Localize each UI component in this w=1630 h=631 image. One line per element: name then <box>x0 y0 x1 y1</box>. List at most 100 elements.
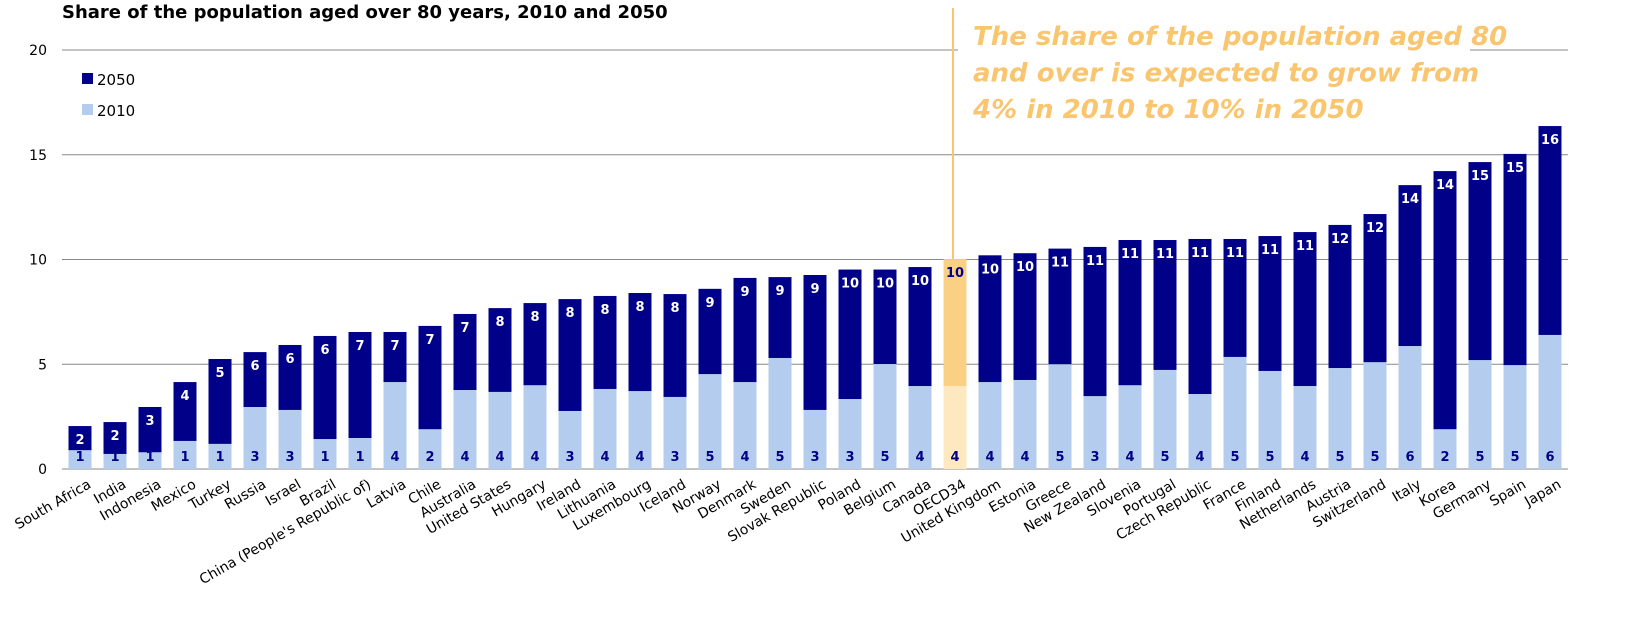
data-label: 6 <box>1545 450 1554 465</box>
bar <box>208 443 232 469</box>
bar <box>68 450 92 469</box>
chart-title: Share of the population aged over 80 yea… <box>62 2 668 23</box>
bar <box>698 374 722 469</box>
data-label: 3 <box>145 414 154 429</box>
data-label: 12 <box>1331 232 1349 247</box>
bar <box>1293 386 1317 469</box>
x-tick-label: Spain <box>1487 477 1529 510</box>
data-label: 1 <box>75 450 84 465</box>
bar <box>1363 362 1387 469</box>
data-label: 2 <box>1440 450 1449 465</box>
data-label: 3 <box>670 450 679 465</box>
bar <box>1538 334 1562 469</box>
data-label: 6 <box>320 343 329 358</box>
bar <box>523 385 547 469</box>
x-tick-label: South Africa <box>12 477 94 533</box>
x-tick-label: Latvia <box>364 477 409 512</box>
data-label: 1 <box>215 450 224 465</box>
data-label: 4 <box>390 450 399 465</box>
bar <box>453 390 477 469</box>
data-label: 15 <box>1506 161 1524 176</box>
bar <box>1153 369 1177 469</box>
data-label: 11 <box>1121 247 1139 262</box>
bar <box>488 391 512 469</box>
data-label: 10 <box>1016 260 1034 275</box>
data-label: 4 <box>460 450 469 465</box>
data-label: 8 <box>530 310 539 325</box>
data-label: 5 <box>1475 450 1484 465</box>
data-label: 10 <box>981 262 999 277</box>
bar <box>1328 368 1352 469</box>
data-label: 8 <box>495 315 504 330</box>
data-label: 6 <box>250 359 259 374</box>
bar <box>1083 396 1107 469</box>
data-label: 4 <box>740 450 749 465</box>
data-label: 10 <box>841 277 859 292</box>
annotation: The share of the population aged 80 <box>973 22 1507 52</box>
data-label: 14 <box>1401 192 1419 207</box>
bar <box>383 382 407 469</box>
data-label: 3 <box>1090 450 1099 465</box>
legend-swatch <box>82 104 93 115</box>
data-label: 4 <box>1300 450 1309 465</box>
bar <box>978 382 1002 469</box>
data-label: 11 <box>1051 256 1069 271</box>
data-label: 4 <box>180 389 189 404</box>
data-label: 11 <box>1296 239 1314 254</box>
data-label: 11 <box>1261 243 1279 258</box>
bar <box>348 437 372 469</box>
data-label: 6 <box>285 352 294 367</box>
bar <box>663 396 687 469</box>
y-tick-label: 10 <box>29 253 47 269</box>
data-label: 5 <box>880 450 889 465</box>
data-label: 11 <box>1156 247 1174 262</box>
data-label: 11 <box>1086 254 1104 269</box>
data-label: 4 <box>950 450 959 465</box>
data-label: 1 <box>145 450 154 465</box>
bar <box>313 335 337 469</box>
data-label: 1 <box>110 450 119 465</box>
data-label: 3 <box>565 450 574 465</box>
bar <box>278 409 302 469</box>
data-label: 14 <box>1436 178 1454 193</box>
bar <box>768 357 792 469</box>
data-label: 2 <box>110 429 119 444</box>
data-label: 1 <box>320 450 329 465</box>
data-label: 11 <box>1226 246 1244 261</box>
data-label: 7 <box>390 339 399 354</box>
bar <box>243 406 267 469</box>
bar <box>1188 393 1212 469</box>
data-label: 4 <box>1125 450 1134 465</box>
bar <box>1398 346 1422 469</box>
bar <box>103 453 127 469</box>
data-label: 3 <box>810 450 819 465</box>
y-tick-label: 0 <box>38 462 47 478</box>
bar <box>1433 429 1457 469</box>
bar <box>1503 365 1527 469</box>
data-label: 8 <box>600 303 609 318</box>
data-label: 5 <box>775 450 784 465</box>
data-label: 10 <box>876 277 894 292</box>
data-label: 10 <box>946 266 964 281</box>
x-tick-label: Japan <box>1521 477 1564 511</box>
data-label: 16 <box>1541 133 1559 148</box>
data-label: 5 <box>1510 450 1519 465</box>
data-label: 5 <box>1370 450 1379 465</box>
bar <box>138 452 162 469</box>
bar <box>208 359 232 469</box>
data-label: 11 <box>1191 246 1209 261</box>
data-label: 9 <box>775 284 784 299</box>
data-label: 5 <box>1055 450 1064 465</box>
data-label: 5 <box>1160 450 1169 465</box>
data-label: 8 <box>565 306 574 321</box>
bar <box>628 391 652 469</box>
data-label: 9 <box>705 296 714 311</box>
data-label: 3 <box>845 450 854 465</box>
bar <box>348 331 372 469</box>
data-label: 4 <box>530 450 539 465</box>
x-tick-label: Israel <box>263 477 304 510</box>
data-label: 12 <box>1366 221 1384 236</box>
data-label: 4 <box>915 450 924 465</box>
legend-label: 2050 <box>97 71 135 89</box>
bar <box>1258 370 1282 469</box>
